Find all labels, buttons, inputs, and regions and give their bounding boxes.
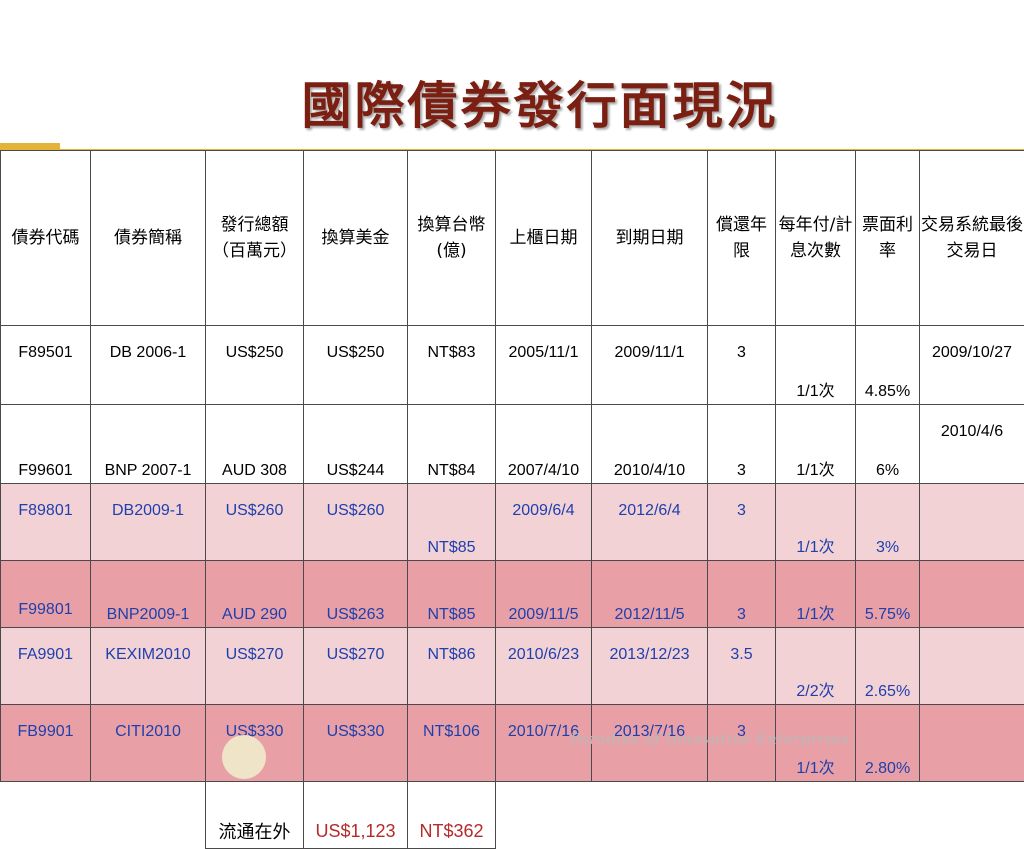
header-name: 債券簡稱: [91, 151, 206, 326]
header-frequency: 每年付/計息次數: [776, 151, 856, 326]
total-row: 流通在外 US$1,123 NT$362: [1, 782, 1024, 849]
header-amount: 發行總額（百萬元）: [206, 151, 304, 326]
bond-amount: US$250: [206, 326, 304, 405]
bond-maturity-date: 2012/11/5: [592, 561, 708, 628]
header-last-trade: 交易系統最後交易日: [920, 151, 1024, 326]
footer-tagline: Paradise of Innovative Enterprises: [570, 730, 850, 748]
bond-amount: US$270: [206, 628, 304, 705]
table-row: F99801 BNP2009-1 AUD 290 US$263 NT$85 20…: [1, 561, 1024, 628]
bond-frequency: 1/1次: [776, 326, 856, 405]
bond-years: 3: [708, 326, 776, 405]
bond-ntd: NT$85: [408, 561, 496, 628]
bond-rate: 6%: [856, 405, 920, 484]
bond-frequency: 1/1次: [776, 405, 856, 484]
bond-usd: US$260: [304, 484, 408, 561]
bond-code: FB9901: [1, 705, 91, 782]
bond-years: 3: [708, 484, 776, 561]
bond-last-trade: [920, 705, 1024, 782]
bond-maturity-date: 2009/11/1: [592, 326, 708, 405]
bond-listing-date: 2009/11/5: [496, 561, 592, 628]
bond-code: F89501: [1, 326, 91, 405]
bond-last-trade: 2009/10/27: [920, 326, 1024, 405]
table-row: F89801 DB2009-1 US$260 US$260 NT$85 2009…: [1, 484, 1024, 561]
header-usd: 換算美金: [304, 151, 408, 326]
bond-ntd: NT$84: [408, 405, 496, 484]
bond-ntd: NT$86: [408, 628, 496, 705]
page-title: 國際債券發行面現況: [0, 66, 1024, 138]
bond-amount: AUD 290: [206, 561, 304, 628]
bond-rate: 2.80%: [856, 705, 920, 782]
bond-name: KEXIM2010: [91, 628, 206, 705]
table-row: FA9901 KEXIM2010 US$270 US$270 NT$86 201…: [1, 628, 1024, 705]
bond-rate: 3%: [856, 484, 920, 561]
bond-listing-date: 2010/6/23: [496, 628, 592, 705]
bond-name: CITI2010: [91, 705, 206, 782]
bond-usd: US$270: [304, 628, 408, 705]
footer-logo-circle: [222, 735, 266, 779]
bond-rate: 5.75%: [856, 561, 920, 628]
bond-code: F99801: [1, 561, 91, 628]
bond-code: FA9901: [1, 628, 91, 705]
bond-maturity-date: 2013/12/23: [592, 628, 708, 705]
bond-amount: AUD 308: [206, 405, 304, 484]
header-years: 償還年限: [708, 151, 776, 326]
bond-ntd: NT$106: [408, 705, 496, 782]
table-row: FB9901 CITI2010 US$330 US$330 NT$106 201…: [1, 705, 1024, 782]
bond-usd: US$263: [304, 561, 408, 628]
bond-years: 3: [708, 561, 776, 628]
bond-table: 債券代碼 債券簡稱 發行總額（百萬元） 換算美金 換算台幣(億) 上櫃日期 到期…: [0, 150, 1024, 849]
bond-rate: 2.65%: [856, 628, 920, 705]
bond-ntd: NT$83: [408, 326, 496, 405]
total-label: 流通在外: [206, 782, 304, 849]
table-row: F99601 BNP 2007-1 AUD 308 US$244 NT$84 2…: [1, 405, 1024, 484]
bond-years: 3: [708, 405, 776, 484]
header-code: 債券代碼: [1, 151, 91, 326]
bond-name: BNP2009-1: [91, 561, 206, 628]
total-ntd: NT$362: [408, 782, 496, 849]
bond-amount: US$260: [206, 484, 304, 561]
bond-frequency: 1/1次: [776, 561, 856, 628]
bond-rate: 4.85%: [856, 326, 920, 405]
bond-frequency: 2/2次: [776, 628, 856, 705]
header-ntd: 換算台幣(億): [408, 151, 496, 326]
bond-usd: US$244: [304, 405, 408, 484]
header-rate: 票面利率: [856, 151, 920, 326]
bond-usd: US$250: [304, 326, 408, 405]
bond-name: DB 2006-1: [91, 326, 206, 405]
bond-usd: US$330: [304, 705, 408, 782]
bond-code: F89801: [1, 484, 91, 561]
total-usd: US$1,123: [304, 782, 408, 849]
bond-name: DB2009-1: [91, 484, 206, 561]
bond-listing-date: 2009/6/4: [496, 484, 592, 561]
bond-last-trade: [920, 484, 1024, 561]
header-listing-date: 上櫃日期: [496, 151, 592, 326]
bond-last-trade: 2010/4/6: [920, 405, 1024, 484]
bond-name: BNP 2007-1: [91, 405, 206, 484]
header-row: 債券代碼 債券簡稱 發行總額（百萬元） 換算美金 換算台幣(億) 上櫃日期 到期…: [1, 151, 1024, 326]
bond-maturity-date: 2012/6/4: [592, 484, 708, 561]
table-row: F89501 DB 2006-1 US$250 US$250 NT$83 200…: [1, 326, 1024, 405]
bond-listing-date: 2005/11/1: [496, 326, 592, 405]
bond-ntd: NT$85: [408, 484, 496, 561]
bond-years: 3.5: [708, 628, 776, 705]
header-maturity-date: 到期日期: [592, 151, 708, 326]
bond-last-trade: [920, 561, 1024, 628]
bond-code: F99601: [1, 405, 91, 484]
bond-listing-date: 2007/4/10: [496, 405, 592, 484]
bond-maturity-date: 2010/4/10: [592, 405, 708, 484]
bond-last-trade: [920, 628, 1024, 705]
bond-frequency: 1/1次: [776, 484, 856, 561]
